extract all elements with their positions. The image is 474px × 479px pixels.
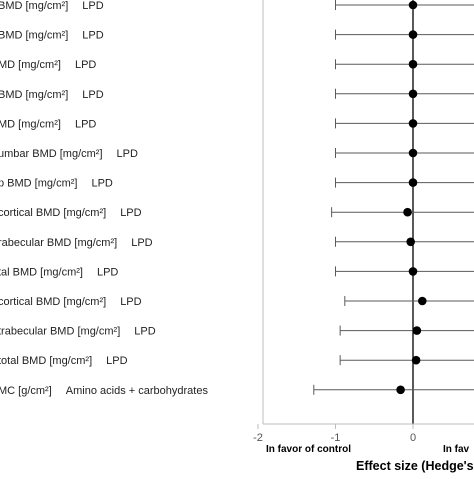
row-group-label: LPD xyxy=(75,59,96,71)
row-label: MD [mg/cm²] LPD xyxy=(0,59,96,71)
row-group-label: LPD xyxy=(131,237,152,249)
effect-size-point xyxy=(418,296,427,306)
row-label: umbar BMD [mg/cm²] LPD xyxy=(0,148,138,160)
row-label: cortical BMD [mg/cm²] LPD xyxy=(0,207,142,219)
row-group-label: LPD xyxy=(82,30,103,42)
row-group-label: LPD xyxy=(75,118,96,130)
row-label: cortical BMD [mg/cm²] LPD xyxy=(0,296,142,308)
x-axis: -2 -1 0 In favor of control In fav Effect siz… xyxy=(253,423,474,473)
effect-size-point xyxy=(408,0,418,10)
row-label: trabecular BMD [mg/cm²] LPD xyxy=(0,326,156,338)
row-group-label: LPD xyxy=(134,326,155,338)
row-label: total BMD [mg/cm²] LPD xyxy=(0,355,128,367)
row-label: BMD [mg/cm²] LPD xyxy=(0,0,104,12)
effect-size-point xyxy=(408,30,418,39)
effect-size-point xyxy=(412,326,422,335)
row-group-label: LPD xyxy=(82,0,103,12)
effect-size-point xyxy=(406,237,415,247)
effect-size-point xyxy=(403,207,412,217)
row-group-label: Amino acids + carbohydrates xyxy=(66,385,209,397)
x-tick-label: 0 xyxy=(410,432,416,444)
x-tick-label: -1 xyxy=(331,432,341,444)
row-group-label: LPD xyxy=(117,148,138,160)
x-tick-label: -2 xyxy=(253,432,263,444)
row-group-label: LPD xyxy=(120,207,141,219)
row-label: MC [g/cm²] Amino acids + carbohydrates xyxy=(0,385,208,397)
row-group-label: LPD xyxy=(106,355,127,367)
effect-size-point xyxy=(396,385,405,395)
row-label: p BMD [mg/cm²] LPD xyxy=(0,178,113,190)
effect-size-point xyxy=(408,89,418,99)
effect-size-point xyxy=(408,148,418,158)
effect-size-point xyxy=(408,59,418,69)
row-group-label: LPD xyxy=(91,178,112,190)
effect-size-point xyxy=(408,178,418,187)
row-label: BMD [mg/cm²] LPD xyxy=(0,89,104,101)
row-label: rabecular BMD [mg/cm²] LPD xyxy=(0,237,153,249)
plot-rows: BMD [mg/cm²] LPD BMD [mg/cm²] LPD MD [mg/cm²… xyxy=(0,0,474,397)
effect-size-point xyxy=(408,267,418,276)
row-label: tal BMD [mg/cm²] LPD xyxy=(0,266,118,278)
row-label: MD [mg/cm²] LPD xyxy=(0,118,96,130)
effect-size-point xyxy=(408,119,418,128)
row-group-label: LPD xyxy=(120,296,141,308)
annotation-favor-control: In favor of control xyxy=(266,444,351,455)
row-group-label: LPD xyxy=(97,266,118,278)
annotation-favor-treatment: In fav xyxy=(443,444,470,455)
row-label: BMD [mg/cm²] LPD xyxy=(0,30,104,42)
x-axis-label: Effect size (Hedge's xyxy=(356,459,474,473)
row-group-label: LPD xyxy=(82,89,103,101)
effect-size-point xyxy=(411,355,421,365)
